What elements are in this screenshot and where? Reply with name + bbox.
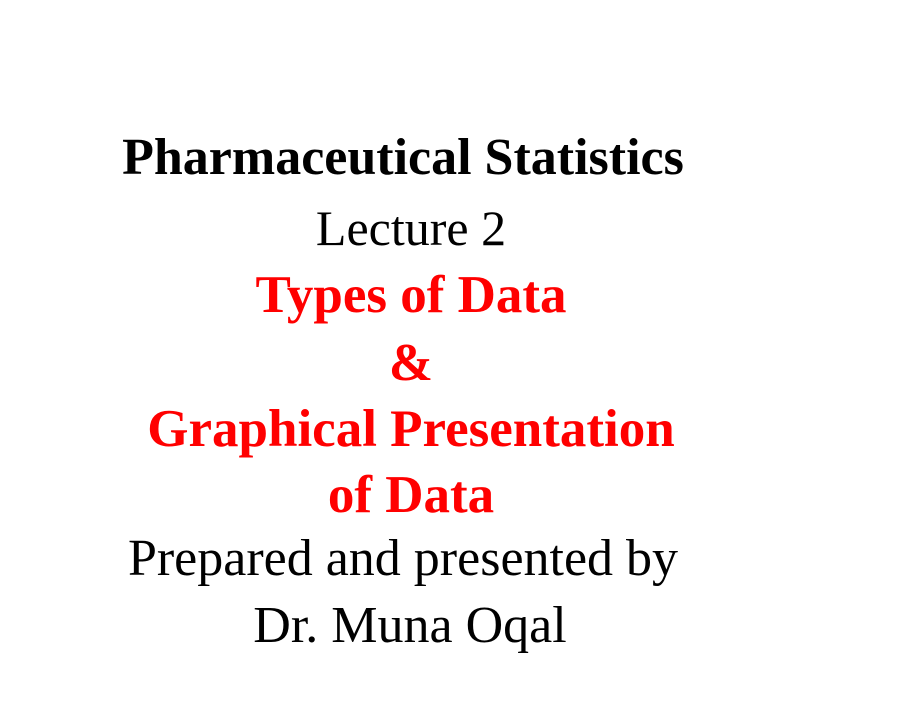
lecture-number: Lecture 2: [315, 200, 507, 256]
topic-line-4: of Data: [327, 466, 495, 524]
topic-line-3: Graphical Presentation: [147, 400, 675, 458]
presenter-label: Prepared and presented by: [127, 530, 679, 587]
slide-title: Pharmaceutical Statistics: [122, 129, 684, 186]
topic-ampersand: &: [388, 334, 434, 392]
presenter-name: Dr. Muna Oqal: [253, 597, 567, 654]
topic-line-1: Types of Data: [255, 266, 567, 324]
